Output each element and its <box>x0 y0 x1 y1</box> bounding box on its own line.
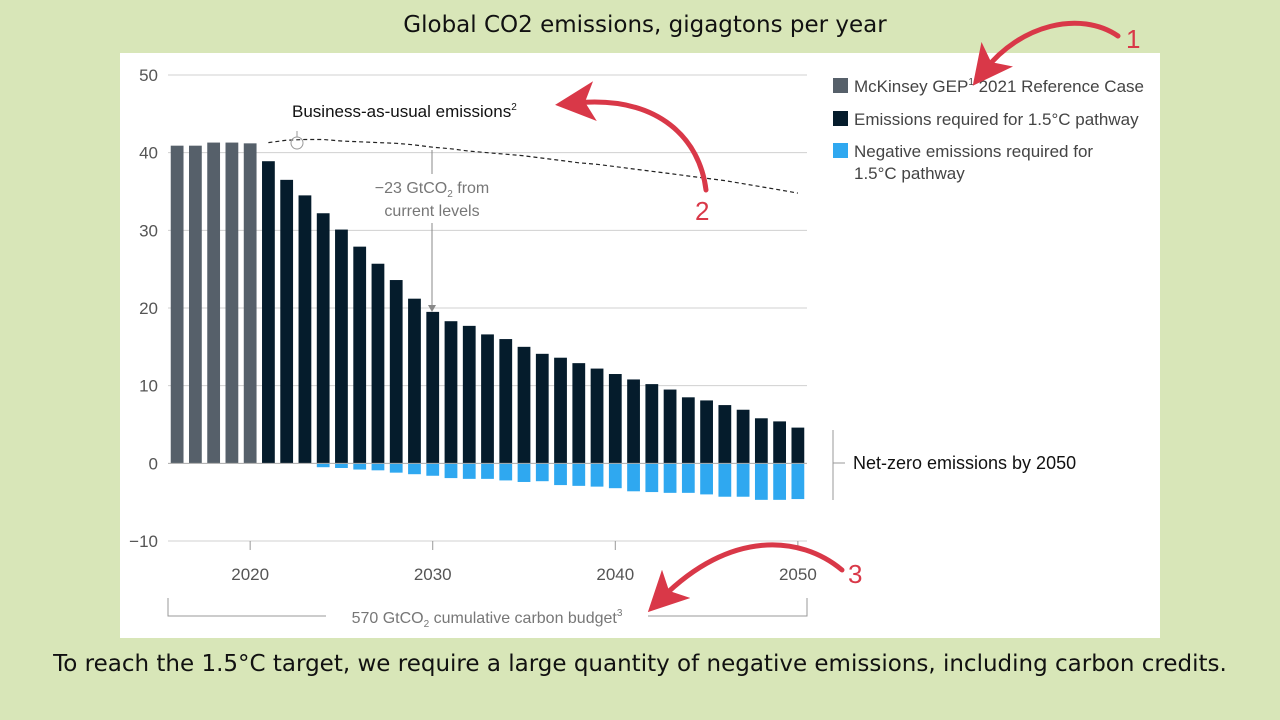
y-tick-label-0: 0 <box>149 454 158 473</box>
bar-negative-2035 <box>517 463 531 482</box>
y-tick-label--10: −10 <box>129 532 158 551</box>
legend-swatch-reference <box>833 78 848 93</box>
legend-label-negative-line2: 1.5°C pathway <box>854 164 965 183</box>
x-axis-ticks: 2020 2030 2040 2050 <box>231 541 817 584</box>
budget-label: 570 GtCO2 cumulative carbon budget3 <box>352 608 623 630</box>
y-tick-label-10: 10 <box>139 377 158 396</box>
bars <box>170 142 805 500</box>
page-title: Global CO2 emissions, gigagtons per year <box>403 12 887 38</box>
bar-pathway-2049 <box>773 421 787 464</box>
page-caption: To reach the 1.5°C target, we require a … <box>53 651 1227 677</box>
emissions-chart: 50 40 30 20 10 0 −10 2020 2030 2040 2050 Business… <box>129 66 1144 630</box>
reduction-arrow-head <box>428 305 436 312</box>
legend-swatch-negative <box>833 143 848 158</box>
netzero-label: Net-zero emissions by 2050 <box>853 453 1076 473</box>
bar-pathway-2026 <box>353 246 367 464</box>
bar-pathway-2036 <box>535 353 549 464</box>
bar-negative-2027 <box>371 463 385 471</box>
bar-negative-2025 <box>335 463 348 468</box>
bar-pathway-2035 <box>517 346 531 464</box>
bar-negative-2024 <box>316 463 330 468</box>
legend-label-reference: McKinsey GEP1 2021 Reference Case <box>854 77 1144 96</box>
bar-pathway-2033 <box>481 334 494 464</box>
bar-negative-2026 <box>353 463 367 470</box>
bar-negative-2045 <box>700 463 713 495</box>
chart-panel: 50 40 30 20 10 0 −10 2020 2030 2040 2050 Business… <box>120 53 1160 638</box>
bar-negative-2032 <box>462 463 476 479</box>
bar-negative-2031 <box>444 463 458 479</box>
bau-marker-circle <box>290 136 304 150</box>
x-tick-label-2020: 2020 <box>231 565 269 584</box>
bar-pathway-2032 <box>462 325 476 464</box>
bau-label: Business-as-usual emissions2 <box>292 102 517 121</box>
y-tick-label-20: 20 <box>139 299 158 318</box>
bar-pathway-2029 <box>408 298 421 464</box>
x-tick-label-2050: 2050 <box>779 565 817 584</box>
bar-negative-2044 <box>681 463 695 493</box>
bar-pathway-2044 <box>681 397 695 464</box>
bar-negative-2039 <box>590 463 604 487</box>
bar-pathway-2028 <box>389 280 403 464</box>
bar-reference-2016 <box>170 145 184 464</box>
bar-reference-2017 <box>188 145 202 464</box>
bar-pathway-2046 <box>718 405 732 464</box>
bar-pathway-2034 <box>499 339 513 464</box>
bar-negative-2042 <box>645 463 659 493</box>
x-tick-label-2040: 2040 <box>596 565 634 584</box>
budget-label-bg <box>326 605 648 627</box>
bar-pathway-2038 <box>572 363 586 464</box>
bar-negative-2040 <box>608 463 622 489</box>
bar-pathway-2021 <box>262 161 275 464</box>
bar-pathway-2050 <box>791 427 805 464</box>
bar-negative-2034 <box>499 463 513 481</box>
bar-pathway-2027 <box>371 263 385 464</box>
bar-negative-2046 <box>718 463 732 497</box>
reduction-label-line2: current levels <box>384 203 479 220</box>
bar-pathway-2041 <box>627 379 640 464</box>
bar-pathway-2037 <box>554 357 567 464</box>
bar-pathway-2048 <box>754 418 768 464</box>
legend-swatch-pathway <box>833 111 848 126</box>
bar-reference-2018 <box>207 142 221 464</box>
bau-line <box>268 138 799 194</box>
bar-negative-2041 <box>627 463 640 492</box>
bar-negative-2048 <box>754 463 768 500</box>
bar-negative-2030 <box>426 463 440 476</box>
bar-reference-2019 <box>225 142 239 464</box>
bar-pathway-2030 <box>426 311 440 464</box>
legend: McKinsey GEP1 2021 Reference Case Emissi… <box>833 77 1144 183</box>
legend-label-pathway: Emissions required for 1.5°C pathway <box>854 110 1139 129</box>
bar-negative-2049 <box>773 463 787 500</box>
bar-negative-2028 <box>389 463 403 473</box>
bar-pathway-2039 <box>590 368 604 464</box>
bar-pathway-2025 <box>335 229 348 464</box>
bar-pathway-2047 <box>736 409 750 464</box>
bar-pathway-2040 <box>608 374 622 464</box>
bar-negative-2038 <box>572 463 586 486</box>
bar-negative-2043 <box>663 463 677 493</box>
bar-negative-2037 <box>554 463 567 486</box>
y-tick-label-50: 50 <box>139 66 158 85</box>
bar-pathway-2024 <box>316 213 330 464</box>
bar-pathway-2043 <box>663 389 677 464</box>
bar-reference-2020 <box>243 143 257 464</box>
bar-negative-2050 <box>791 463 805 500</box>
y-tick-label-30: 30 <box>139 221 158 240</box>
bar-pathway-2031 <box>444 321 458 464</box>
bar-negative-2036 <box>535 463 549 482</box>
bar-pathway-2023 <box>298 195 312 464</box>
y-axis-ticks: 50 40 30 20 10 0 −10 <box>129 66 158 551</box>
x-tick-label-2030: 2030 <box>414 565 452 584</box>
reduction-label-line1: −23 GtCO2 from <box>375 180 490 200</box>
bar-pathway-2022 <box>280 179 294 464</box>
bar-negative-2033 <box>481 463 494 479</box>
y-tick-label-40: 40 <box>139 144 158 163</box>
bar-pathway-2045 <box>700 400 713 464</box>
bar-negative-2029 <box>408 463 421 475</box>
bar-pathway-2042 <box>645 384 659 464</box>
bar-negative-2047 <box>736 463 750 497</box>
legend-label-negative-line1: Negative emissions required for <box>854 142 1093 161</box>
